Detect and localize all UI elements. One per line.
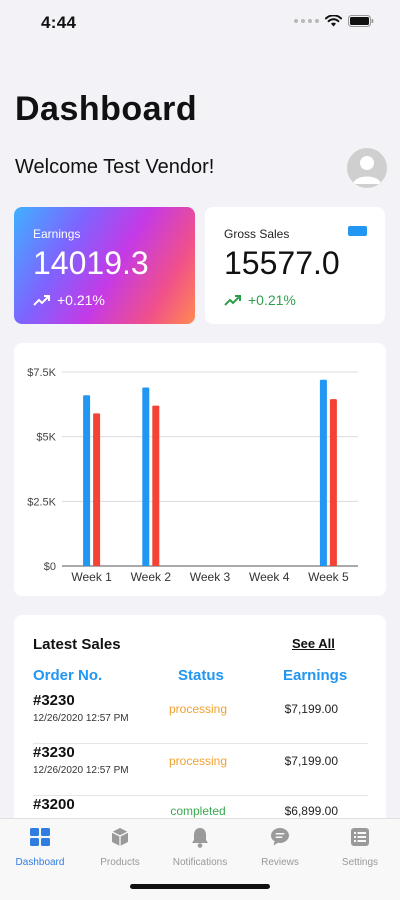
status-time: 4:44 [41,13,77,32]
sales-row[interactable]: #3200 completed $6,899.00 [33,796,368,848]
gross-sales-change: +0.21% [248,292,296,308]
tab-notifications[interactable]: Notifications [160,825,240,868]
earnings-change: +0.21% [57,292,105,308]
x-tick-label: Week 3 [190,570,231,584]
gross-sales-card: Gross Sales 15577.0 +0.21% [205,207,385,324]
sales-chart-card: $0 $2.5K $5K $7.5K Week 1 Week 2 Week 3 Week 4 W… [14,343,386,596]
order-date: 12/26/2020 12:57 PM [33,765,129,776]
tab-settings[interactable]: Settings [320,825,400,868]
latest-sales-card: Latest Sales See All Order No. Status Ea… [14,615,386,835]
earnings-value: 14019.3 [33,245,149,281]
order-number: #3200 [33,796,75,813]
wifi-icon [325,15,342,27]
latest-sales-title: Latest Sales [33,636,121,653]
list-icon [351,828,369,846]
dashboard-icon [30,828,50,846]
tab-label: Dashboard [15,857,65,868]
tab-label: Reviews [261,857,299,868]
tab-label: Products [100,857,140,868]
page-title: Dashboard [15,90,198,128]
chart-bar [152,405,160,566]
signal-icon [294,19,319,23]
tab-reviews[interactable]: Reviews [240,825,320,868]
sales-row[interactable]: #3230 12/26/2020 12:57 PM processing $7,… [33,692,368,744]
box-icon [111,828,129,846]
sales-row[interactable]: #3230 12/26/2020 12:57 PM processing $7,… [33,744,368,796]
gross-sales-trend: +0.21% [224,292,296,308]
tab-label: Notifications [172,857,228,868]
legend-swatch [348,226,367,236]
order-status: processing [168,754,228,768]
avatar[interactable] [347,148,387,188]
welcome-text: Welcome Test Vendor! [15,156,215,178]
chart-bar [329,399,337,566]
tab-label: Settings [341,857,379,868]
x-tick-label: Week 1 [71,570,112,584]
chat-bubble-icon [271,828,289,846]
gross-sales-label: Gross Sales [224,227,290,241]
x-tick-label: Week 4 [249,570,290,584]
order-earnings: $6,899.00 [284,804,338,818]
earnings-trend: +0.21% [33,292,105,308]
column-status: Status [178,667,224,684]
chart-bar [319,379,327,566]
order-earnings: $7,199.00 [284,702,338,716]
sales-bar-chart: $0 $2.5K $5K $7.5K Week 1 Week 2 Week 3 Week 4 W… [27,367,358,584]
tab-products[interactable]: Products [80,825,160,868]
x-tick-label: Week 2 [131,570,172,584]
y-tick-label: $5K [36,432,56,444]
column-order-no: Order No. [33,667,103,684]
x-tick-label: Week 5 [308,570,349,584]
order-earnings: $7,199.00 [284,754,338,768]
chart-bar [93,413,101,566]
bell-icon [192,827,208,848]
status-icons [294,15,374,27]
y-tick-label: $7.5K [27,367,56,379]
earnings-card: Earnings 14019.3 +0.21% [14,207,195,324]
trending-up-icon [33,295,50,306]
y-tick-label: $0 [44,561,56,573]
order-status: processing [168,702,228,716]
trending-up-icon [224,295,241,306]
status-bar: 4:44 [0,0,400,44]
user-avatar-icon [353,156,381,184]
order-status: completed [170,804,226,818]
home-indicator [130,884,270,889]
chart-bar [142,387,150,566]
battery-icon [348,15,374,27]
see-all-link[interactable]: See All [292,636,335,651]
order-number: #3230 [33,744,75,761]
column-earnings: Earnings [283,667,348,684]
earnings-label: Earnings [33,227,81,241]
y-tick-label: $2.5K [27,496,56,508]
gross-sales-value: 15577.0 [224,245,340,281]
order-date: 12/26/2020 12:57 PM [33,713,129,724]
tab-dashboard[interactable]: Dashboard [0,825,80,868]
order-number: #3230 [33,692,75,709]
chart-bar [83,395,91,566]
